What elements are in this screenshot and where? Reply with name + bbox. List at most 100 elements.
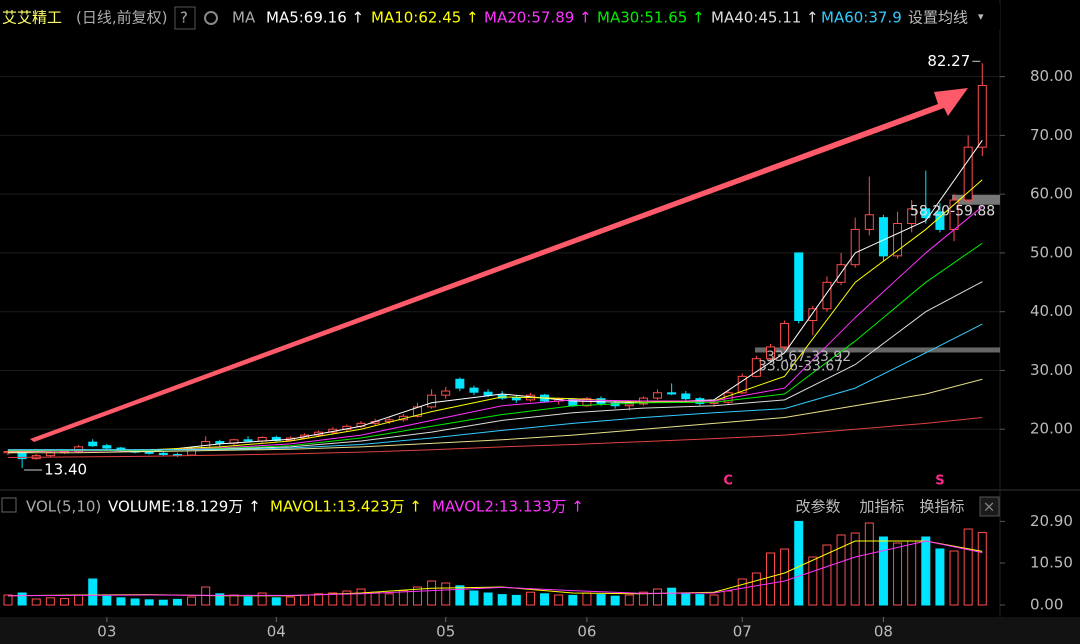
annotation: 82.27 (927, 52, 970, 70)
volume-bar (921, 536, 931, 606)
legend-entry: MAVOL2:13.133万 ↑ (432, 498, 584, 516)
help[interactable]: ? (180, 9, 188, 27)
candle-body (822, 281, 832, 310)
candle-body (511, 397, 521, 401)
volume-bar (384, 593, 394, 606)
volume-bar (469, 590, 479, 606)
candle-body (102, 445, 112, 449)
candle-body (893, 223, 903, 257)
volume-bar (568, 594, 578, 606)
y-tick-label: 60.00 (1030, 185, 1073, 203)
volume-bar (300, 594, 310, 606)
volume-bar (737, 578, 747, 606)
volume-bar (667, 587, 677, 606)
volume-bar (794, 520, 804, 606)
volume-bar (893, 542, 903, 606)
volume-bar (102, 595, 112, 606)
volume-bar (398, 590, 408, 606)
candle-body (483, 391, 493, 396)
volume-bar (158, 599, 168, 606)
range-label: 33.67-33.92 (766, 349, 851, 365)
volume-bar (681, 592, 691, 606)
candle-body (667, 392, 677, 395)
ma-line (8, 323, 983, 451)
legend-entry: MA20:57.89 ↑ (484, 9, 592, 27)
y-tick-label: 10.50 (1030, 554, 1073, 572)
volume-bar (540, 593, 550, 606)
volume-bar (229, 594, 239, 606)
date-axis-strip (0, 617, 1080, 644)
y-tick-label: 20.90 (1030, 512, 1073, 530)
volume-bar (511, 594, 521, 606)
close[interactable]: × (983, 498, 996, 516)
candle-body (441, 390, 451, 396)
volume-bar (187, 596, 197, 606)
volume-bar (935, 548, 945, 606)
volume-bar (864, 522, 874, 606)
annotation: 13.40 (44, 461, 87, 479)
volume-bar (850, 532, 860, 606)
volume-bar (243, 596, 253, 606)
dropdown[interactable]: ▾ (978, 10, 984, 23)
volume-bar (723, 590, 733, 606)
volume-bar (3, 594, 13, 606)
volume-bar (554, 594, 564, 606)
volume-bar (907, 540, 917, 606)
volume-ma-line (7, 540, 983, 597)
volume-bar (314, 593, 324, 606)
candle-body (977, 84, 987, 148)
volume-bar (497, 594, 507, 606)
candle-body (780, 322, 790, 348)
button[interactable]: 改参数 (795, 498, 840, 516)
settings-gear[interactable] (204, 11, 218, 25)
legend-entry: MA10:62.45 ↑ (371, 9, 479, 27)
candle-body (681, 393, 691, 400)
volume-bar (878, 536, 888, 606)
ma-line (7, 179, 983, 453)
range-bar (755, 348, 1000, 353)
volume-bar (370, 591, 380, 606)
volume-bar (412, 586, 422, 606)
y-tick-label: 70.00 (1030, 126, 1073, 144)
candle-body (88, 441, 98, 447)
volume-bar (525, 591, 535, 606)
y-tick-label: 20.00 (1030, 420, 1073, 438)
volume-bar (822, 544, 832, 606)
y-tick-label: 30.00 (1030, 361, 1073, 379)
candle-body (878, 217, 888, 257)
candle-body (864, 214, 874, 230)
button[interactable]: 换指标 (919, 498, 964, 516)
volume-bar (88, 578, 98, 606)
checkbox[interactable] (1, 497, 17, 513)
stock-name: 艾艾精工 (2, 9, 62, 27)
candle-body (751, 358, 761, 377)
candle-body (455, 378, 465, 389)
close-box[interactable] (979, 496, 1000, 517)
ma-settings[interactable]: 设置均线 (908, 9, 968, 27)
candle-body (765, 346, 775, 360)
signal: C (723, 474, 733, 489)
volume-bar (624, 594, 634, 606)
button[interactable]: 加指标 (859, 498, 904, 516)
help-box[interactable] (174, 6, 196, 30)
indicator-name: MA (232, 9, 256, 27)
volume-bar (427, 580, 437, 606)
volume-bar (582, 592, 592, 606)
ma-line (8, 378, 983, 454)
volume-bar (977, 532, 987, 606)
candle-body (144, 451, 154, 454)
volume-bar (441, 582, 451, 606)
trend-arrow (30, 88, 968, 442)
candle-body (243, 439, 253, 442)
y-tick-label: 0.00 (1030, 596, 1063, 614)
candle-body (921, 208, 931, 219)
volume-bar (638, 591, 648, 606)
volume-bar (215, 593, 225, 606)
volume-bar (31, 598, 41, 606)
candle-body (74, 446, 84, 453)
candle-body (850, 228, 860, 266)
candle-body (427, 394, 437, 408)
candle-body (412, 406, 422, 417)
